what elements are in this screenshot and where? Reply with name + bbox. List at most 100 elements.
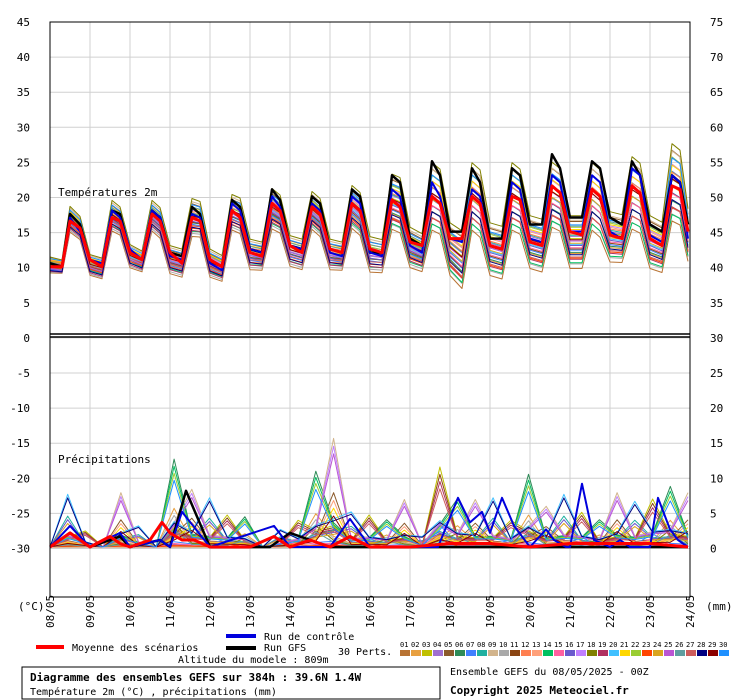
- pert-legend-swatch: [466, 650, 476, 656]
- x-tick-label: 19/05: [484, 595, 497, 628]
- pert-legend-swatch: [642, 650, 652, 656]
- legend-control-label: Run de contrôle: [264, 631, 354, 643]
- pert-legend-label: 04: [433, 641, 441, 649]
- pert-legend-label: 21: [620, 641, 628, 649]
- left-tick-label: -5: [17, 367, 30, 380]
- x-tick-label: 08/05: [44, 595, 57, 628]
- x-tick-label: 13/05: [244, 595, 257, 628]
- right-tick-label: 20: [710, 402, 723, 415]
- left-tick-label: 10: [17, 262, 30, 275]
- altitude-text: Altitude du modele : 809m: [178, 655, 329, 666]
- series-lines: [49, 152, 690, 549]
- pert-legend-swatch: [400, 650, 410, 656]
- pert-legend-label: 05: [444, 641, 452, 649]
- pert-legend-label: 24: [653, 641, 661, 649]
- pert-legend-swatch: [510, 650, 520, 656]
- right-tick-label: 50: [710, 192, 723, 205]
- pert-legend-label: 22: [631, 641, 639, 649]
- x-tick-label: 10/05: [124, 595, 137, 628]
- pert-legend-swatch: [719, 650, 729, 656]
- pert-legend-label: 25: [664, 641, 672, 649]
- right-tick-label: 70: [710, 51, 723, 64]
- legend-gfs-label: Run GFS: [264, 643, 306, 654]
- right-tick-label: 10: [710, 472, 723, 485]
- grid: [49, 21, 691, 597]
- left-tick-label: 5: [23, 297, 30, 310]
- legend-mean-label: Moyenne des scénarios: [72, 642, 198, 654]
- pert-legend-swatch: [686, 650, 696, 656]
- temperature-control-line: [50, 167, 689, 272]
- legend-perts-label: 30 Perts.: [338, 647, 392, 658]
- pert-legend-swatch: [444, 650, 454, 656]
- x-tick-label: 12/05: [204, 595, 217, 628]
- pert-legend-label: 12: [521, 641, 529, 649]
- pert-legend-label: 17: [576, 641, 584, 649]
- pert-legend-label: 14: [543, 641, 551, 649]
- left-tick-label: -15: [10, 437, 30, 450]
- ensemble-members: [49, 143, 689, 548]
- pert-legend-swatch: [653, 650, 663, 656]
- pert-legend-label: 23: [642, 641, 650, 649]
- x-tick-label: 14/05: [284, 595, 297, 628]
- left-tick-label: -10: [10, 402, 30, 415]
- x-tick-label: 11/05: [164, 595, 177, 628]
- right-tick-label: 45: [710, 227, 723, 240]
- pert-legend-swatch: [598, 650, 608, 656]
- left-tick-label: 45: [17, 16, 30, 29]
- left-tick-label: 15: [17, 227, 30, 240]
- pert-legend-swatch: [411, 650, 421, 656]
- left-tick-label: 30: [17, 121, 30, 134]
- chart-subtitle: Température 2m (°C) , précipitations (mm…: [30, 686, 277, 698]
- pert-legend-swatch: [422, 650, 432, 656]
- left-axis-unit: (°C): [18, 600, 45, 613]
- x-tick-label: 15/05: [324, 595, 337, 628]
- pert-legend-label: 30: [719, 641, 727, 649]
- precipitation-control-line: [49, 482, 689, 548]
- pert-legend-swatch: [521, 650, 531, 656]
- pert-legend-label: 19: [598, 641, 606, 649]
- temperature-member-line: [49, 220, 689, 289]
- pert-legend-label: 07: [466, 641, 474, 649]
- right-tick-label: 65: [710, 86, 723, 99]
- x-tick-label: 21/05: [564, 595, 577, 628]
- left-tick-label: -25: [10, 507, 30, 520]
- temperature-member-line: [49, 199, 689, 277]
- axes: 08/05 09/05 10/05 11/05 12/05 13/05 14/05 15/05…: [10, 16, 723, 628]
- pert-legend-swatch: [708, 650, 718, 656]
- x-tick-label: 23/05: [644, 595, 657, 628]
- pert-legend-label: 02: [411, 641, 419, 649]
- pert-legend-swatch: [554, 650, 564, 656]
- right-tick-label: 15: [710, 437, 723, 450]
- right-tick-label: 55: [710, 156, 723, 169]
- pert-legend-label: 16: [565, 641, 573, 649]
- pert-legend-swatch: [664, 650, 674, 656]
- pert-legend-label: 01: [400, 641, 408, 649]
- pert-legend-swatch: [543, 650, 553, 656]
- pert-legend-swatch: [532, 650, 542, 656]
- left-tick-label: 20: [17, 192, 30, 205]
- right-tick-label: 0: [710, 543, 717, 556]
- pert-legend-label: 18: [587, 641, 595, 649]
- pert-legend-swatch: [609, 650, 619, 656]
- pert-legend-swatch: [433, 650, 443, 656]
- left-tick-label: -30: [10, 543, 30, 556]
- pert-legend-label: 09: [488, 641, 496, 649]
- right-tick-label: 35: [710, 297, 723, 310]
- perturbation-legend: 01 02 03 04 05 06 07 08 09 10 11 12 13 14 15 16 17 18 19 20…: [400, 641, 729, 656]
- plot-frame: [49, 21, 691, 598]
- x-tick-label: 17/05: [404, 595, 417, 628]
- precipitation-mean-line: [49, 520, 689, 549]
- left-tick-label: 40: [17, 51, 30, 64]
- right-axis-unit: (mm): [706, 600, 733, 613]
- pert-legend-swatch: [587, 650, 597, 656]
- pert-legend-swatch: [675, 650, 685, 656]
- x-tick-label: 20/05: [524, 595, 537, 628]
- pert-legend-swatch: [697, 650, 707, 656]
- right-tick-label: 75: [710, 16, 723, 29]
- pert-legend-swatch: [620, 650, 630, 656]
- temperature-mean-line: [50, 184, 690, 269]
- pert-legend-label: 15: [554, 641, 562, 649]
- x-tick-label: 16/05: [364, 595, 377, 628]
- precipitation-panel-label: Précipitations: [58, 453, 151, 466]
